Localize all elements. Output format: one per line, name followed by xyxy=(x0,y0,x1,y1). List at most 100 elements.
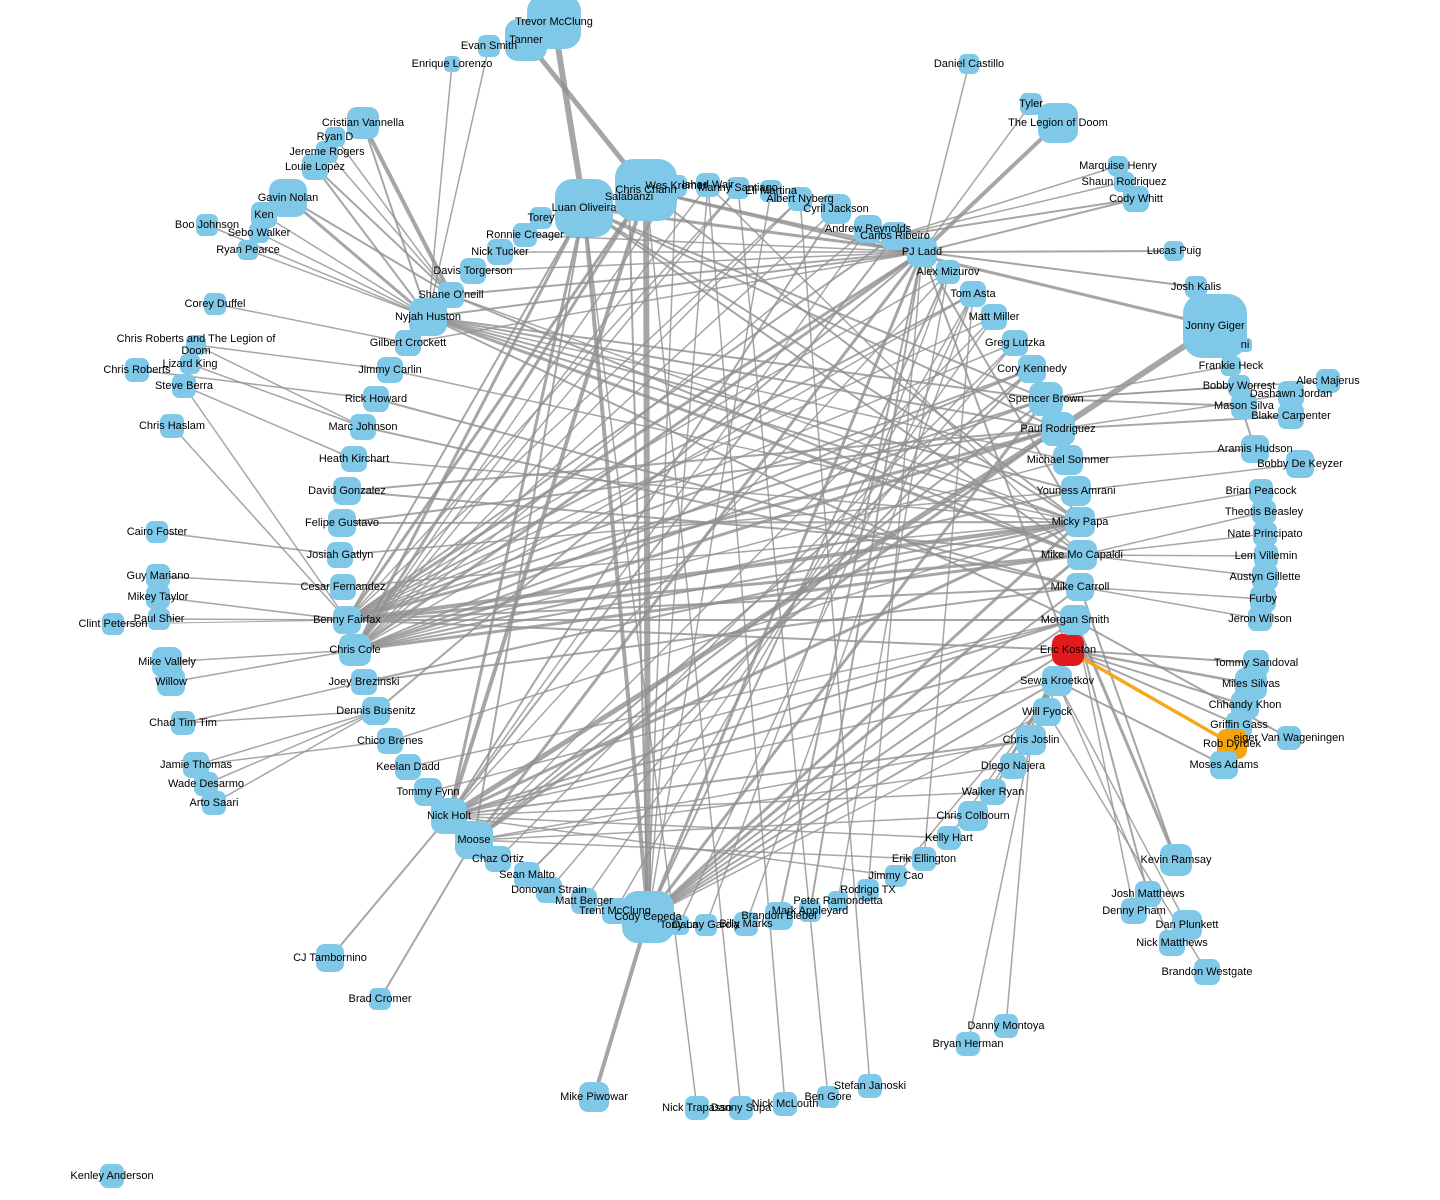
graph-node[interactable] xyxy=(1252,500,1276,524)
graph-node[interactable] xyxy=(377,728,403,754)
graph-node[interactable] xyxy=(956,1032,980,1056)
graph-node[interactable] xyxy=(160,414,184,438)
graph-node[interactable] xyxy=(157,668,185,696)
graph-node[interactable] xyxy=(1002,330,1028,356)
graph-node[interactable] xyxy=(1042,666,1072,696)
graph-node[interactable] xyxy=(729,1096,753,1120)
graph-node[interactable] xyxy=(1194,959,1220,985)
graph-node[interactable] xyxy=(1185,276,1207,298)
graph-node[interactable] xyxy=(172,374,196,398)
graph-node[interactable] xyxy=(196,214,218,236)
graph-node[interactable] xyxy=(1000,753,1026,779)
graph-node[interactable] xyxy=(912,847,936,871)
graph-node[interactable] xyxy=(669,915,689,935)
graph-node[interactable] xyxy=(555,179,613,237)
graph-node[interactable] xyxy=(994,1014,1018,1038)
graph-node[interactable] xyxy=(1108,156,1128,176)
graph-node[interactable] xyxy=(530,207,552,229)
graph-node[interactable] xyxy=(362,697,390,725)
graph-node[interactable] xyxy=(1277,726,1301,750)
graph-node[interactable] xyxy=(1065,507,1095,537)
graph-node[interactable] xyxy=(1253,522,1277,546)
graph-node[interactable] xyxy=(1228,375,1250,397)
graph-node[interactable] xyxy=(958,801,988,831)
graph-node[interactable] xyxy=(351,669,377,695)
graph-node[interactable] xyxy=(1053,445,1083,475)
graph-node[interactable] xyxy=(858,1074,882,1098)
graph-node[interactable] xyxy=(1278,381,1304,407)
graph-node[interactable] xyxy=(881,222,909,250)
graph-node[interactable] xyxy=(616,184,642,210)
graph-node[interactable] xyxy=(1286,450,1314,478)
graph-node[interactable] xyxy=(1210,751,1238,779)
graph-node[interactable] xyxy=(1029,382,1063,416)
graph-node[interactable] xyxy=(1061,476,1091,506)
graph-node[interactable] xyxy=(696,173,720,197)
graph-node[interactable] xyxy=(327,542,353,568)
graph-node[interactable] xyxy=(377,357,403,383)
graph-node[interactable] xyxy=(333,477,361,505)
graph-node[interactable] xyxy=(1052,634,1084,666)
graph-node[interactable] xyxy=(1241,435,1269,463)
graph-node[interactable] xyxy=(1221,356,1241,376)
graph-node[interactable] xyxy=(817,1086,839,1108)
graph-node[interactable] xyxy=(1038,103,1078,143)
graph-node[interactable] xyxy=(1278,403,1304,429)
graph-node[interactable] xyxy=(333,606,361,634)
graph-node[interactable] xyxy=(485,846,511,872)
graph-node[interactable] xyxy=(960,281,986,307)
graph-node[interactable] xyxy=(339,634,371,666)
graph-node[interactable] xyxy=(302,154,328,180)
graph-node[interactable] xyxy=(981,304,1007,330)
graph-node[interactable] xyxy=(980,779,1006,805)
graph-node[interactable] xyxy=(536,877,562,903)
graph-node[interactable] xyxy=(514,862,540,888)
graph-node[interactable] xyxy=(773,1092,797,1116)
graph-node[interactable] xyxy=(1183,294,1247,358)
graph-node[interactable] xyxy=(1316,369,1340,393)
graph-node[interactable] xyxy=(238,240,258,260)
graph-node[interactable] xyxy=(936,260,960,284)
graph-node[interactable] xyxy=(1159,930,1185,956)
graph-node[interactable] xyxy=(505,19,547,61)
graph-node[interactable] xyxy=(1020,93,1042,115)
graph-node[interactable] xyxy=(186,335,206,355)
graph-node[interactable] xyxy=(854,215,882,243)
graph-node[interactable] xyxy=(1041,412,1075,446)
graph-node[interactable] xyxy=(571,888,597,914)
graph-node[interactable] xyxy=(959,54,979,74)
graph-node[interactable] xyxy=(148,608,170,630)
graph-node[interactable] xyxy=(100,1164,124,1188)
graph-node[interactable] xyxy=(734,912,758,936)
graph-node[interactable] xyxy=(685,1096,709,1120)
graph-node[interactable] xyxy=(1121,898,1147,924)
graph-node[interactable] xyxy=(363,386,389,412)
graph-node[interactable] xyxy=(341,446,367,472)
graph-node[interactable] xyxy=(788,187,812,211)
graph-node[interactable] xyxy=(765,902,793,930)
graph-node[interactable] xyxy=(102,613,124,635)
graph-node[interactable] xyxy=(202,791,226,815)
graph-node[interactable] xyxy=(1066,573,1094,601)
graph-node[interactable] xyxy=(622,891,674,943)
graph-node[interactable] xyxy=(821,194,851,224)
graph-node[interactable] xyxy=(146,521,168,543)
graph-node[interactable] xyxy=(146,585,170,609)
graph-node[interactable] xyxy=(1248,607,1272,631)
graph-node[interactable] xyxy=(204,293,226,315)
graph-node[interactable] xyxy=(395,330,421,356)
graph-node[interactable] xyxy=(1067,540,1097,570)
graph-node[interactable] xyxy=(444,56,460,72)
graph-node[interactable] xyxy=(328,509,356,537)
graph-node[interactable] xyxy=(1238,338,1252,352)
graph-node[interactable] xyxy=(316,944,344,972)
graph-node[interactable] xyxy=(460,258,486,284)
graph-node[interactable] xyxy=(1164,241,1184,261)
graph-node[interactable] xyxy=(347,107,379,139)
graph-node[interactable] xyxy=(350,414,376,440)
graph-node[interactable] xyxy=(487,239,513,265)
graph-node[interactable] xyxy=(760,180,782,202)
graph-node[interactable] xyxy=(146,564,170,588)
graph-node[interactable] xyxy=(1123,186,1149,212)
graph-node[interactable] xyxy=(828,891,848,911)
